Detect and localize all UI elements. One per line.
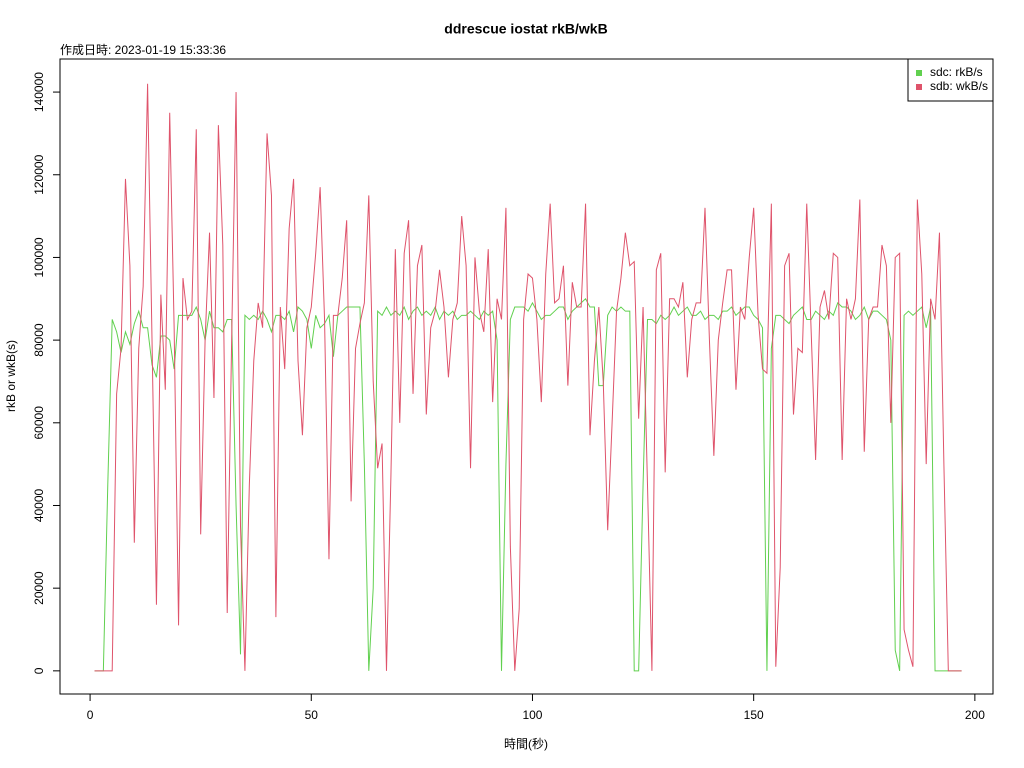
x-tick-label: 200 xyxy=(965,708,985,722)
subtitle: 作成日時: 2023-01-19 15:33:36 xyxy=(60,43,226,57)
y-tick-label: 20000 xyxy=(32,571,46,605)
legend-label: sdc: rkB/s xyxy=(930,65,983,79)
y-tick-label: 60000 xyxy=(32,406,46,440)
y-tick-label: 40000 xyxy=(32,488,46,522)
x-tick-label: 150 xyxy=(744,708,764,722)
y-tick-label: 120000 xyxy=(32,154,46,194)
y-tick-label: 100000 xyxy=(32,237,46,277)
x-axis-label: 時間(秒) xyxy=(504,737,548,751)
legend-swatch xyxy=(916,70,922,76)
y-axis-label: rkB or wkB(s) xyxy=(4,340,18,412)
legend-label: sdb: wkB/s xyxy=(930,79,988,93)
x-tick-label: 50 xyxy=(305,708,319,722)
data-line xyxy=(94,83,962,672)
y-tick-label: 80000 xyxy=(32,323,46,357)
legend-swatch xyxy=(916,84,922,90)
y-tick-label: 0 xyxy=(32,667,46,674)
x-tick-label: 0 xyxy=(87,708,94,722)
y-tick-label: 140000 xyxy=(32,72,46,112)
x-tick-label: 100 xyxy=(522,708,542,722)
legend-box xyxy=(907,58,994,102)
data-line xyxy=(94,297,962,672)
chart-title: ddrescue iostat rkB/wkB xyxy=(444,21,607,37)
